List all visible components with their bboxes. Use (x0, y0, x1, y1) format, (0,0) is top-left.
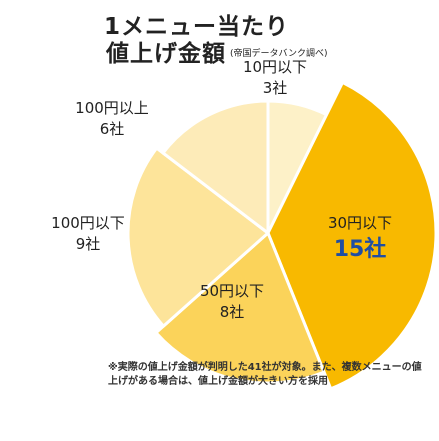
pie-slice (266, 80, 438, 391)
slice-category-label: 50円以下 (200, 282, 264, 300)
slice-label-group: 100円以上 6社 (75, 99, 149, 138)
slice-category-label: 30円以下 (328, 214, 392, 232)
slice-label-group: 30円以下 15社 (328, 214, 392, 262)
slice-label-group: 50円以下 8社 (200, 282, 264, 321)
title-line-1: 1メニュー当たり (104, 14, 290, 40)
slice-category-label: 10円以下 (243, 58, 307, 76)
pie-slice (161, 99, 270, 235)
pie-slice (154, 231, 326, 385)
slice-label-group: 100円以下 9社 (51, 214, 125, 253)
slice-value-label: 15社 (334, 236, 387, 262)
footnote: ※実際の値上げ金額が判明した41社が対象。また、複数メニューの値上げがある場合は… (108, 362, 422, 387)
slice-value-label: 6社 (100, 120, 125, 138)
slice-value-label: 8社 (220, 303, 245, 321)
title-line-2: 値上げ金額 (帝国データバンク調べ) (104, 41, 327, 68)
pie-slice (126, 146, 270, 328)
slice-category-label: 100円以上 (75, 99, 149, 117)
chart-title: 1メニュー当たり 値上げ金額 (帝国データバンク調べ) (104, 14, 327, 68)
slice-category-label: 100円以下 (51, 214, 125, 232)
title-line-2-text: 値上げ金額 (106, 41, 226, 67)
slice-value-label: 3社 (263, 79, 288, 97)
slice-value-label: 9社 (76, 235, 101, 253)
chart-subtitle: (帝国データバンク調べ) (230, 49, 328, 59)
slice-label-group: 10円以下 3社 (243, 58, 307, 97)
